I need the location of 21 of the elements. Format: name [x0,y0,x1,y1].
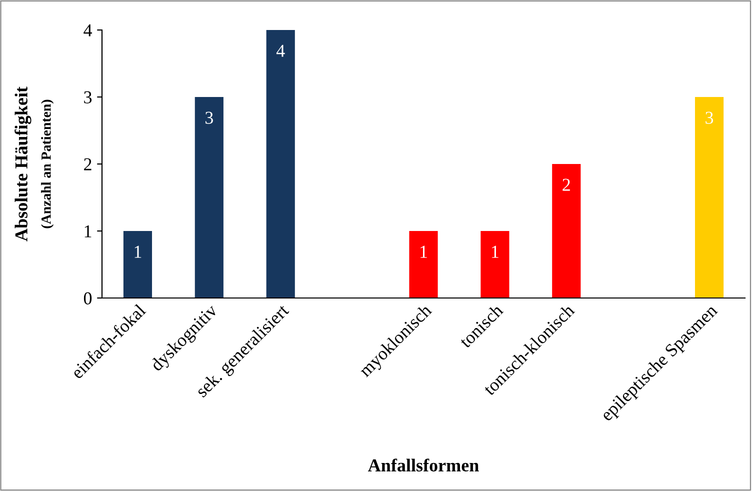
bar [552,164,581,298]
bar [480,231,510,298]
bar [123,231,152,298]
y-tick-label: 2 [84,158,92,170]
data-label: 3 [206,112,213,124]
bar [409,231,438,298]
data-label: 1 [492,246,498,258]
data-label: 2 [562,178,570,191]
bar [194,97,224,298]
bar [266,30,295,298]
data-label: 4 [276,44,285,57]
text: Absolute Häufigkeit (Anzahl an Patienten) [14,86,54,242]
y-tick-label: 0 [84,292,92,304]
data-label: 3 [706,112,714,124]
data-label: 1 [420,246,427,258]
y-tick-label: 4 [84,24,92,36]
y-tick-label: 1 [84,225,92,238]
y-tick-label: 3 [84,91,92,104]
bar [694,97,724,298]
data-label: 1 [134,246,142,258]
x-axis-title: Anfallsformen [368,458,479,472]
